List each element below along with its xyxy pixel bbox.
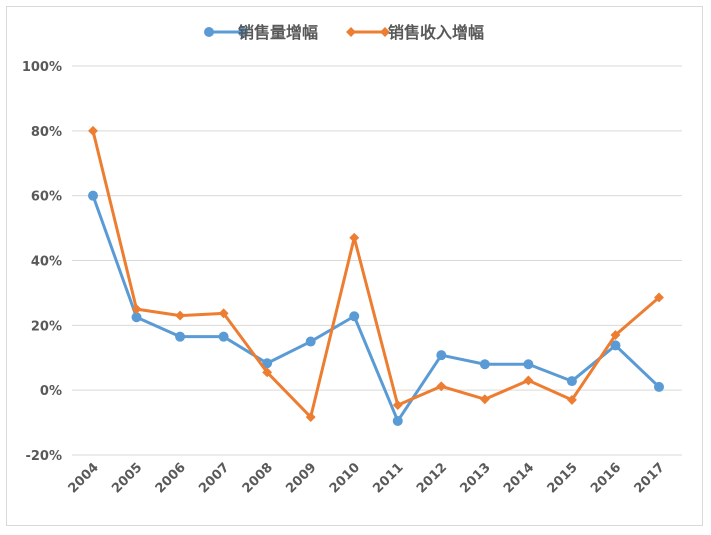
x-tick-label: 2006 xyxy=(153,460,189,496)
data-point xyxy=(349,232,360,243)
y-tick-label: 100% xyxy=(22,60,62,75)
x-tick-label: 2013 xyxy=(457,460,493,496)
data-point xyxy=(218,308,229,319)
data-point xyxy=(479,359,490,370)
data-point xyxy=(131,304,142,315)
data-point xyxy=(654,292,664,303)
y-tick-label: 20% xyxy=(31,319,62,334)
x-tick-label: 2017 xyxy=(632,460,668,496)
y-tick-label: -20% xyxy=(25,449,62,464)
x-tick-label: 2012 xyxy=(414,460,450,496)
data-point xyxy=(305,336,316,347)
y-tick-label: 80% xyxy=(31,125,62,140)
chart-frame xyxy=(6,6,703,526)
data-point xyxy=(566,376,577,387)
data-point xyxy=(523,375,534,386)
legend-label: 销售量增幅 xyxy=(238,23,318,42)
x-tick-label: 2016 xyxy=(588,460,624,496)
x-tick-label: 2005 xyxy=(109,460,145,496)
x-tick-label: 2010 xyxy=(327,460,363,496)
data-point xyxy=(566,394,577,405)
y-tick-label: 0% xyxy=(40,384,62,399)
data-point xyxy=(610,340,621,351)
data-point xyxy=(392,400,403,411)
x-tick-label: 2014 xyxy=(501,460,537,496)
data-point xyxy=(305,412,316,423)
x-tick-label: 2015 xyxy=(545,460,581,496)
x-tick-label: 2004 xyxy=(66,460,102,496)
data-point xyxy=(175,310,186,321)
legend-marker xyxy=(238,27,248,37)
y-tick-label: 60% xyxy=(31,190,62,205)
data-point xyxy=(654,381,664,392)
data-point xyxy=(436,381,447,392)
data-point xyxy=(88,190,98,201)
x-tick-label: 2009 xyxy=(283,460,319,496)
data-point xyxy=(349,311,360,322)
legend-label: 销售收入增幅 xyxy=(388,23,484,42)
y-tick-label: 40% xyxy=(31,255,62,270)
data-point xyxy=(88,125,98,136)
legend-marker xyxy=(204,27,214,37)
data-point xyxy=(218,331,229,342)
data-point xyxy=(262,358,273,369)
data-point xyxy=(175,331,186,342)
data-point xyxy=(523,359,534,370)
data-point xyxy=(436,350,447,361)
data-point xyxy=(479,394,490,405)
x-tick-label: 2007 xyxy=(196,460,232,496)
legend-marker xyxy=(346,27,356,37)
data-point xyxy=(392,415,403,426)
x-tick-label: 2011 xyxy=(370,460,406,496)
series-line-volume xyxy=(91,195,661,423)
data-point xyxy=(610,330,621,341)
data-point xyxy=(262,367,273,378)
x-tick-label: 2008 xyxy=(240,460,276,496)
series-line-revenue xyxy=(91,130,660,419)
data-point xyxy=(131,312,142,323)
